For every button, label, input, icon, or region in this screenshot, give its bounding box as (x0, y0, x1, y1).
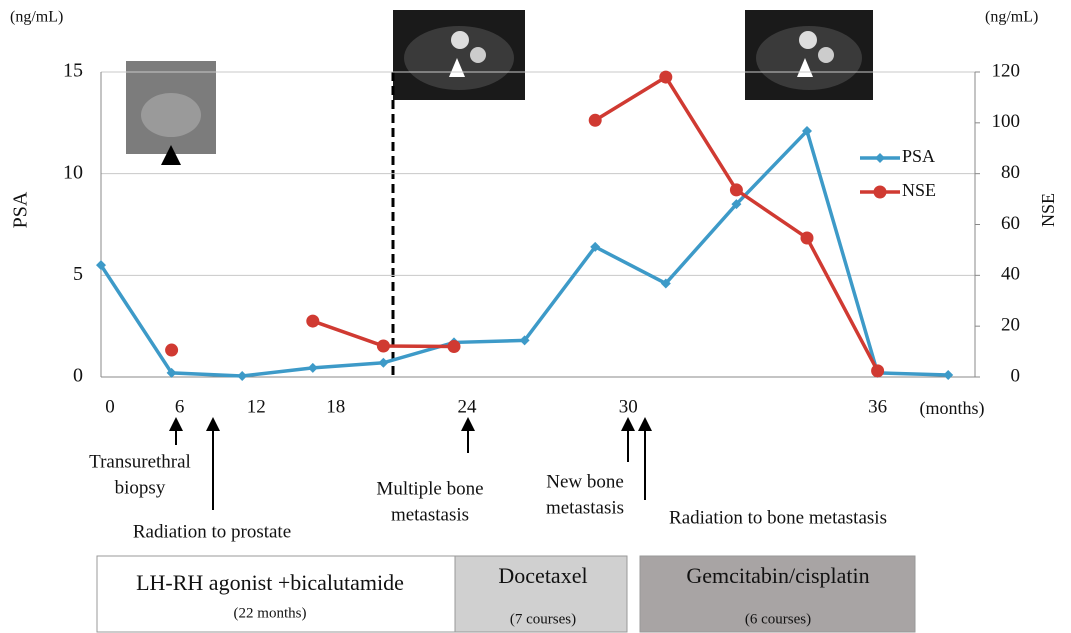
y-label: PSA (10, 191, 32, 228)
treatment-detail: (22 months) (234, 605, 307, 621)
annotation: Radiation to prostate (133, 521, 291, 542)
y-tick-label: 5 (73, 263, 83, 285)
treatment-name: Docetaxel (498, 563, 587, 588)
legend-marker (874, 186, 887, 199)
point (306, 315, 319, 328)
annotation: New bone (546, 471, 624, 492)
chart: (ng/mL) (ng/mL) PSA NSE (months) 0 5 10 15 0… (0, 0, 1071, 633)
point (871, 364, 884, 377)
annotation: Transurethral (89, 451, 191, 472)
y-unit: (ng/mL) (10, 9, 63, 26)
annotation: biopsy (115, 477, 166, 498)
x-tick-label: 30 (619, 396, 638, 417)
x-tick-label: 12 (247, 396, 266, 417)
x-tick-label: 24 (458, 396, 478, 417)
treatment-name: LH-RH agonist +bicalutamide (136, 570, 404, 595)
treatment-detail: (7 courses) (510, 611, 576, 627)
point (378, 358, 388, 368)
y-tick-label: 15 (63, 60, 83, 82)
annotation: metastasis (546, 497, 624, 518)
point (943, 370, 953, 380)
legend-marker (875, 153, 885, 163)
y2-unit: (ng/mL) (985, 9, 1038, 26)
treatment-detail: (6 courses) (745, 611, 811, 627)
point (659, 71, 672, 84)
y2-tick-label: 40 (1001, 264, 1020, 285)
treatment-name: Gemcitabin/cisplatin (686, 563, 869, 588)
annotation: metastasis (391, 504, 469, 525)
point (589, 114, 602, 127)
y2-label: NSE (1038, 193, 1058, 227)
y2-tick-label: 100 (992, 111, 1021, 132)
point (165, 344, 178, 357)
legend-label: NSE (902, 180, 936, 200)
point (377, 339, 390, 352)
x-tick-label: 18 (326, 396, 345, 417)
y2-tick-label: 0 (1011, 365, 1021, 386)
y-tick-label: 10 (63, 161, 83, 183)
x-tick-label: 6 (175, 396, 185, 417)
y-tick-label: 0 (73, 365, 83, 387)
y2-tick-label: 20 (1001, 315, 1020, 336)
annotation: Radiation to bone metastasis (669, 507, 887, 528)
y2-tick-label: 120 (992, 60, 1021, 81)
point (730, 183, 743, 196)
x-tick-label: 0 (105, 396, 115, 417)
y2-tick-label: 80 (1001, 162, 1020, 183)
point (801, 231, 814, 244)
ct-images (126, 10, 873, 165)
x-label: (months) (920, 398, 985, 419)
legend-label: PSA (902, 146, 935, 166)
point (308, 363, 318, 373)
x-tick-label: 36 (868, 396, 887, 417)
annotation: Multiple bone (376, 478, 483, 499)
point (448, 340, 461, 353)
point (237, 371, 247, 381)
y2-tick-label: 60 (1001, 213, 1020, 234)
